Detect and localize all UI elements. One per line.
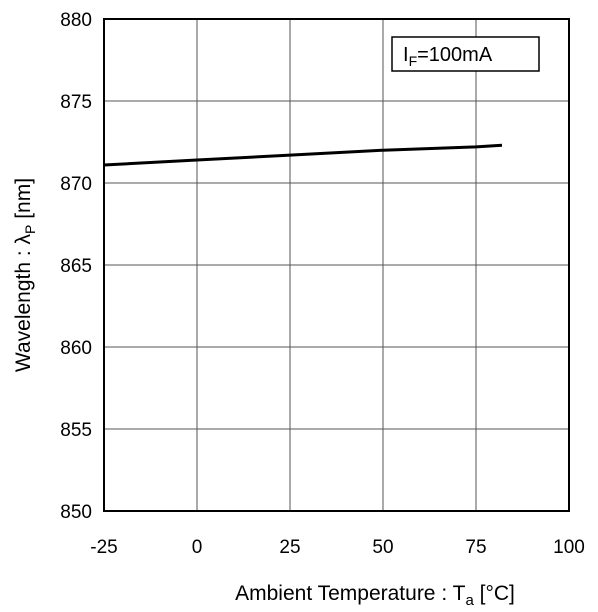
y-tick-labels: 850 855 860 865 870 875 880	[60, 10, 92, 523]
y-tick-label: 860	[60, 338, 92, 359]
x-tick-label: 100	[553, 537, 585, 558]
x-tick-label: 75	[465, 537, 486, 558]
y-tick-label: 880	[60, 10, 92, 31]
y-axis-title: Wavelength : λP [nm]	[12, 178, 38, 372]
series-line	[103, 143, 503, 167]
series-layer	[103, 143, 503, 167]
y-tick-label: 855	[60, 420, 92, 441]
x-axis-title-unit: [°C]	[474, 582, 515, 605]
annotation-rest: =100mA	[417, 44, 493, 66]
annotation-main: I	[403, 44, 409, 66]
y-axis-title-unit: [nm]	[12, 178, 35, 225]
x-tick-label: -25	[90, 537, 117, 558]
annotation-text: IF=100mA	[403, 44, 493, 69]
y-tick-label: 875	[60, 92, 92, 113]
x-tick-labels: -25 0 25 50 75 100	[90, 537, 585, 558]
annotation-sub: F	[409, 53, 418, 69]
x-axis-title: Ambient Temperature : Ta [°C]	[235, 582, 515, 609]
grid	[104, 19, 569, 511]
annotation-box: IF=100mA	[391, 36, 540, 72]
x-tick-label: 0	[192, 537, 203, 558]
plot-frame	[103, 18, 570, 512]
y-tick-label: 850	[60, 502, 92, 523]
x-tick-label: 50	[372, 537, 393, 558]
x-axis-title-sub: a	[465, 592, 474, 609]
y-axis-title-main: Wavelength : λ	[12, 233, 35, 372]
x-axis-title-main: Ambient Temperature : T	[235, 582, 466, 605]
x-tick-label: 25	[279, 537, 300, 558]
y-tick-label: 870	[60, 174, 92, 195]
y-axis-title-sub: P	[22, 225, 38, 234]
y-tick-label: 865	[60, 256, 92, 277]
